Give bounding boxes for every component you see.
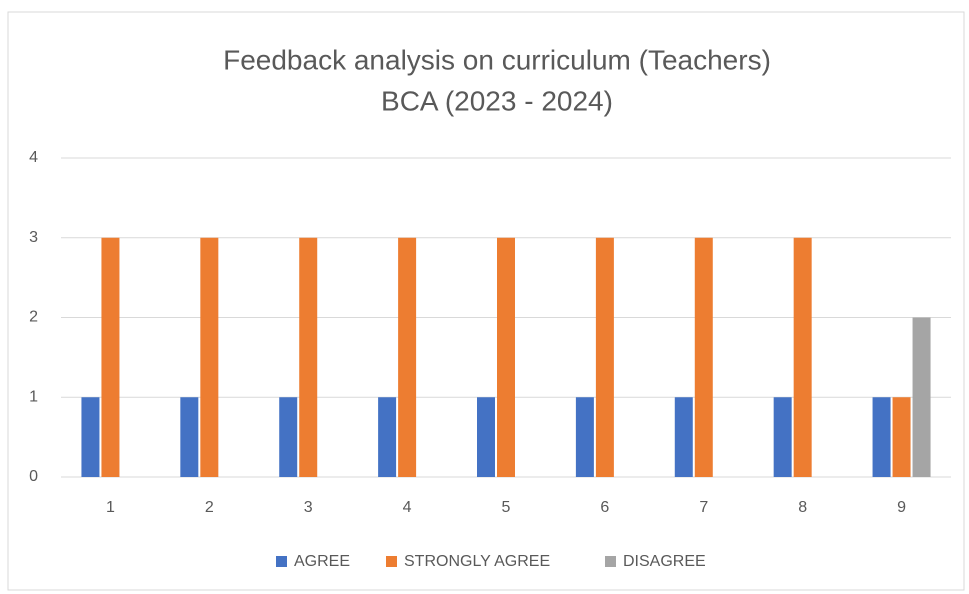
bar bbox=[299, 237, 318, 477]
legend-swatch bbox=[276, 556, 287, 567]
x-tick-label: 4 bbox=[403, 499, 412, 516]
chart-subtitle: BCA (2023 - 2024) bbox=[381, 85, 613, 116]
x-tick-label: 3 bbox=[304, 499, 313, 516]
legend-label: STRONGLY AGREE bbox=[404, 553, 550, 570]
bar bbox=[773, 397, 792, 477]
y-tick-label: 2 bbox=[29, 309, 38, 326]
legend-swatch bbox=[386, 556, 397, 567]
x-tick-label: 5 bbox=[502, 499, 511, 516]
bar bbox=[180, 397, 199, 477]
bar bbox=[872, 397, 891, 477]
y-tick-label: 3 bbox=[29, 229, 38, 246]
legend-label: AGREE bbox=[294, 553, 350, 570]
x-tick-label: 8 bbox=[798, 499, 807, 516]
bar bbox=[892, 397, 911, 477]
bar bbox=[378, 397, 397, 477]
bar bbox=[694, 237, 713, 477]
bar bbox=[200, 237, 219, 477]
bar bbox=[674, 397, 693, 477]
bar bbox=[575, 397, 594, 477]
legend-swatch bbox=[605, 556, 616, 567]
x-tick-label: 7 bbox=[699, 499, 708, 516]
bar bbox=[398, 237, 417, 477]
y-tick-label: 4 bbox=[29, 149, 38, 166]
y-tick-label: 1 bbox=[29, 388, 38, 405]
x-tick-label: 1 bbox=[106, 499, 115, 516]
bar bbox=[81, 397, 100, 477]
bar bbox=[497, 237, 515, 477]
bar bbox=[595, 237, 614, 477]
x-tick-label: 6 bbox=[600, 499, 609, 516]
chart-title: Feedback analysis on curriculum (Teacher… bbox=[223, 44, 771, 75]
bar bbox=[279, 397, 298, 477]
bar bbox=[793, 237, 812, 477]
x-tick-label: 9 bbox=[897, 499, 906, 516]
y-tick-label: 0 bbox=[29, 468, 38, 485]
x-tick-label: 2 bbox=[205, 499, 214, 516]
bar bbox=[101, 237, 120, 477]
legend-label: DISAGREE bbox=[623, 553, 706, 570]
bar bbox=[477, 397, 495, 477]
bar bbox=[912, 317, 931, 477]
